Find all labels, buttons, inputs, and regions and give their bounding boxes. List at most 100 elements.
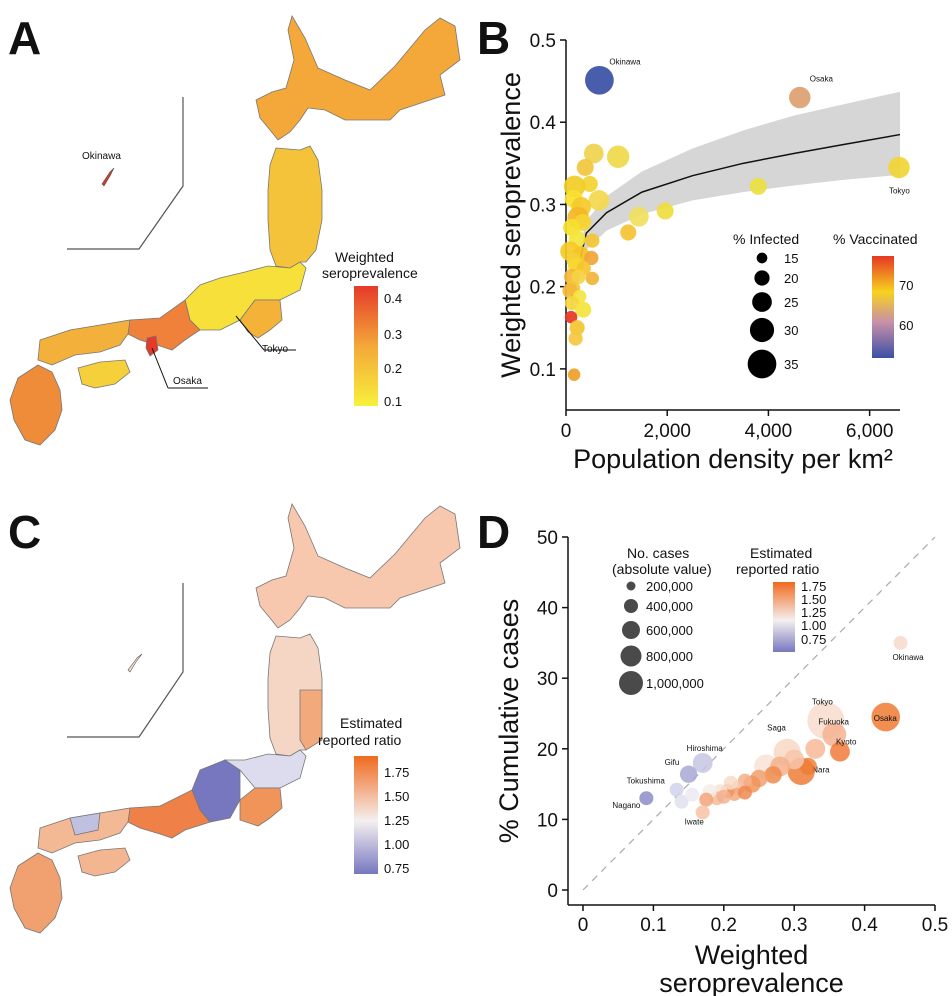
d-point-label: Saga [767, 723, 786, 732]
d-size-legend-circle [619, 671, 643, 695]
kyushu-shape [9, 364, 63, 446]
okinawa-label: Okinawa [82, 151, 121, 162]
tokyo-label: Tokyo [262, 344, 289, 355]
b-size-legend-label: 30 [784, 323, 798, 338]
d-size-legend-title-1: No. cases [627, 545, 689, 561]
b-size-legend-circle [754, 270, 770, 286]
b-size-legend-circle [747, 349, 777, 379]
panel-b-letter: B [477, 12, 510, 64]
b-data-point [620, 224, 637, 241]
d-size-legend-circle [626, 581, 636, 591]
d-data-point [830, 741, 850, 762]
b-y-axis-title: Weighted seroprevalence [496, 72, 526, 378]
osaka-label: Osaka [173, 376, 202, 387]
d-x-tick-label: 0.4 [851, 915, 878, 936]
map-c-legend-tick-2: 1.25 [384, 813, 409, 828]
d-point-label: Fukuoka [818, 718, 849, 727]
b-data-point [585, 233, 600, 248]
b-x-axis-title: Population density per km² [573, 444, 893, 474]
d-y-axis-title: % Cumulative cases [494, 599, 524, 844]
b-data-point [656, 202, 674, 220]
d-point-label: Hiroshima [687, 744, 724, 753]
d-y-tick-label: 20 [537, 740, 558, 761]
b-data-point [568, 331, 583, 346]
d-identity-line [582, 536, 936, 891]
d-data-point [871, 702, 901, 732]
d-size-legend-circle [622, 621, 640, 639]
d-data-point [805, 738, 826, 759]
chubu-shape [184, 261, 307, 331]
map-c-legend-tick-4: 0.75 [384, 861, 409, 876]
d-color-legend-label: 1.75 [801, 579, 826, 594]
map-c [9, 502, 461, 934]
b-color-legend-label: 60 [899, 318, 913, 333]
map-c-legend-tick-1: 1.50 [384, 789, 409, 804]
kansai-shape-c [127, 789, 211, 839]
d-x-axis-title-2: seroprevalence [659, 968, 844, 996]
b-data-point [575, 301, 592, 318]
b-data-point [606, 145, 630, 168]
d-color-legend-title-1: Estimated [750, 545, 812, 561]
b-data-point [888, 156, 910, 179]
map-a-legend-tick-2: 0.2 [384, 361, 402, 376]
d-size-legend-circle [624, 599, 638, 613]
tohoku-shape [267, 145, 323, 269]
d-point-label: Kyoto [836, 738, 857, 747]
b-data-point [585, 65, 614, 95]
okinawa-shape-c [127, 653, 143, 673]
okinawa-inset-frame [67, 97, 184, 250]
d-x-tick-label: 0.2 [711, 915, 737, 936]
d-point-label: Tokyo [812, 698, 833, 707]
d-size-legend-label: 800,000 [646, 649, 693, 664]
b-y-tick-label: 0.1 [530, 360, 556, 381]
d-size-legend-label: 600,000 [646, 623, 693, 638]
d-data-point [723, 775, 738, 790]
shikoku-shape-c [77, 847, 131, 877]
d-data-point [695, 805, 710, 820]
b-y-tick-label: 0.3 [530, 195, 556, 216]
map-a-legend-title-1: Weighted [335, 249, 394, 265]
d-y-tick-label: 0 [547, 881, 558, 902]
d-x-tick-label: 0.1 [640, 915, 666, 936]
b-data-point [571, 269, 586, 284]
d-y-tick-label: 50 [537, 528, 558, 549]
b-data-point [588, 190, 610, 211]
b-point-label: Tokyo [889, 186, 910, 195]
d-data-point [679, 765, 698, 783]
d-data-point [674, 794, 689, 809]
chart-b: 0.1 0.2 0.3 0.4 0.5 0 2,000 4,000 6,000Populatio… [496, 31, 918, 474]
b-size-legend-circle [756, 252, 768, 264]
d-x-tick-label: 0.3 [781, 915, 807, 936]
d-data-point [737, 785, 752, 800]
b-data-point [585, 271, 600, 286]
panel-a-letter: A [8, 12, 41, 64]
d-x-tick-label: 0 [578, 915, 589, 936]
okinawa-shape [101, 167, 115, 187]
d-point-label: Tokushima [627, 777, 666, 786]
b-y-tick-label: 0.4 [530, 113, 557, 134]
d-data-point [822, 722, 847, 747]
map-a-legend-title-2: seroprevalence [322, 265, 418, 281]
chugoku-shape [37, 319, 131, 366]
b-data-point [567, 368, 581, 381]
d-data-point [716, 789, 731, 804]
d-data-point [692, 752, 713, 773]
map-c-legend: Estimated reported ratio 1.75 1.50 1.25 … [318, 715, 409, 876]
b-data-point [584, 250, 599, 266]
tohoku-east-c [299, 689, 323, 751]
d-color-legend-bar [773, 582, 795, 652]
map-c-legend-tick-3: 1.00 [384, 837, 409, 852]
d-point-label: Okinawa [893, 653, 925, 662]
d-y-tick-label: 10 [537, 810, 558, 831]
d-size-legend-title-2: (absolute value) [612, 561, 712, 577]
map-c-legend-tick-0: 1.75 [384, 765, 409, 780]
osaka-leader-line [151, 347, 169, 389]
map-a: Okinawa Tokyo Osaka [9, 14, 461, 446]
d-size-legend-label: 400,000 [646, 599, 693, 614]
panel-c-letter: C [8, 506, 41, 558]
b-data-point [564, 295, 580, 311]
b-fit-line [570, 133, 901, 300]
b-data-point [576, 158, 594, 176]
kansai-shape [127, 299, 201, 351]
